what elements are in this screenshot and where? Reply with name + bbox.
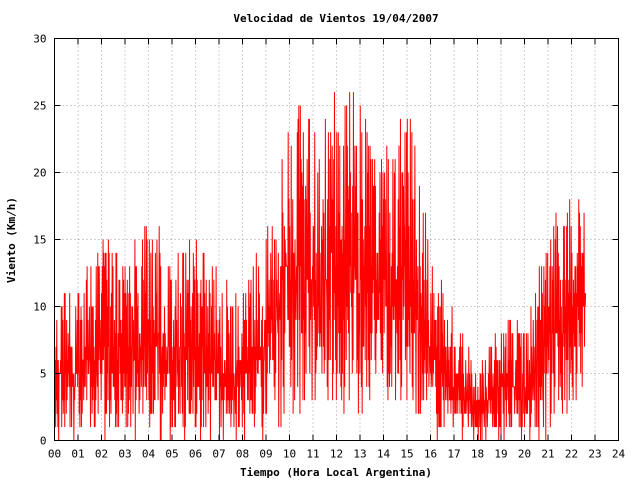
y-tick-label: 5 xyxy=(40,368,47,381)
x-axis-title: Tiempo (Hora Local Argentina) xyxy=(240,466,432,479)
x-tick-label: 23 xyxy=(588,448,601,461)
wind-speed-series-line xyxy=(54,92,587,441)
x-tick-label: 03 xyxy=(118,448,131,461)
y-tick-label: 10 xyxy=(33,301,46,314)
x-tick-label: 10 xyxy=(283,448,296,461)
y-tick-labels: 0 5 10 15 20 25 30 xyxy=(33,33,46,448)
y-tick-label: 25 xyxy=(33,100,46,113)
axis-ticks xyxy=(54,38,619,441)
x-tick-label: 00 xyxy=(48,448,61,461)
x-tick-label: 22 xyxy=(565,448,578,461)
y-tick-label: 30 xyxy=(33,33,46,46)
x-tick-label: 09 xyxy=(259,448,272,461)
y-tick-label: 0 xyxy=(40,435,47,448)
y-tick-label: 20 xyxy=(33,167,46,180)
x-tick-label: 12 xyxy=(330,448,343,461)
x-tick-label: 19 xyxy=(494,448,507,461)
x-tick-labels: 00 01 02 03 04 05 06 07 08 09 10 11 12 13 14 15 16 17 18 19… xyxy=(48,448,626,461)
x-tick-label: 11 xyxy=(306,448,319,461)
x-tick-label: 01 xyxy=(71,448,84,461)
x-tick-label: 18 xyxy=(471,448,484,461)
x-tick-label: 17 xyxy=(447,448,460,461)
x-tick-label: 21 xyxy=(541,448,554,461)
y-tick-label: 15 xyxy=(33,234,46,247)
x-tick-label: 02 xyxy=(95,448,108,461)
x-tick-label: 16 xyxy=(424,448,437,461)
data-series xyxy=(54,92,587,441)
y-axis-title: Viento (Km/h) xyxy=(5,197,18,283)
x-tick-label: 15 xyxy=(400,448,413,461)
x-tick-label: 14 xyxy=(377,448,391,461)
x-tick-label: 08 xyxy=(236,448,249,461)
x-tick-label: 05 xyxy=(165,448,178,461)
x-tick-label: 24 xyxy=(612,448,626,461)
chart-title: Velocidad de Vientos 19/04/2007 xyxy=(233,12,438,25)
x-tick-label: 04 xyxy=(142,448,156,461)
x-tick-label: 20 xyxy=(518,448,531,461)
x-tick-label: 06 xyxy=(189,448,202,461)
x-tick-label: 13 xyxy=(353,448,366,461)
x-tick-label: 07 xyxy=(212,448,225,461)
